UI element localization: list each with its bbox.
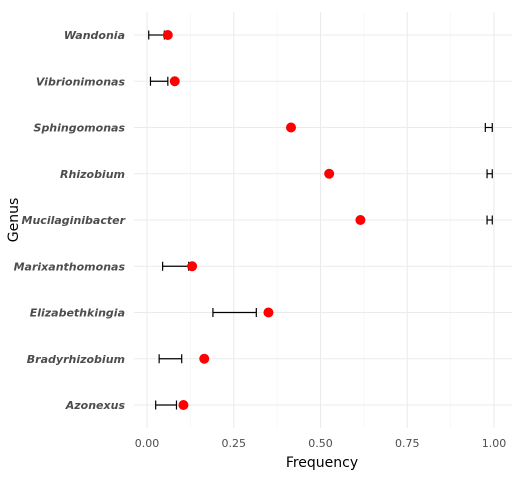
y-tick-label: Vibrionimonas xyxy=(36,75,126,88)
data-point xyxy=(324,168,335,179)
errorbar xyxy=(484,123,493,132)
x-tick-label: 0.00 xyxy=(135,437,160,450)
errorbar xyxy=(149,76,169,86)
x-tick-label: 0.25 xyxy=(222,437,247,450)
errorbar xyxy=(486,215,493,225)
y-tick-label: Mucilaginibacter xyxy=(22,214,126,227)
errorbar xyxy=(158,354,183,364)
errorbar xyxy=(155,400,178,410)
data-point xyxy=(286,122,297,133)
y-tick-label: Azonexus xyxy=(65,399,126,412)
data-point xyxy=(355,215,366,225)
x-tick-label: 1.00 xyxy=(482,437,507,450)
y-tick-label: Bradyrhizobium xyxy=(27,353,125,366)
y-tick-label: Rhizobium xyxy=(60,168,125,181)
data-point xyxy=(169,76,180,87)
x-axis-title: Frequency xyxy=(286,455,358,471)
y-tick-labels: Wandonia Vibrionimonas Sphingomonas Rhizobi… xyxy=(14,29,126,412)
x-tick-label: 0.50 xyxy=(308,437,333,450)
errorbar xyxy=(212,308,257,317)
x-tick-label: 0.75 xyxy=(395,437,420,450)
data-point xyxy=(178,400,189,410)
y-tick-label: Elizabethkingia xyxy=(30,307,125,320)
y-tick-label: Wandonia xyxy=(64,29,125,42)
errorbar xyxy=(486,169,493,179)
y-tick-label: Sphingomonas xyxy=(34,122,126,135)
y-tick-label: Marixanthomonas xyxy=(14,260,126,273)
points xyxy=(162,30,366,410)
y-axis-title: Genus xyxy=(6,198,22,243)
grid xyxy=(134,12,512,428)
data-point xyxy=(199,353,210,364)
data-point xyxy=(187,261,198,272)
x-tick-labels: 0.00 0.25 0.50 0.75 1.00 xyxy=(135,437,507,450)
errorbars xyxy=(148,30,493,410)
errorbar xyxy=(162,261,190,271)
data-point xyxy=(162,30,173,40)
data-point xyxy=(263,307,274,318)
errorbar xyxy=(148,30,165,40)
